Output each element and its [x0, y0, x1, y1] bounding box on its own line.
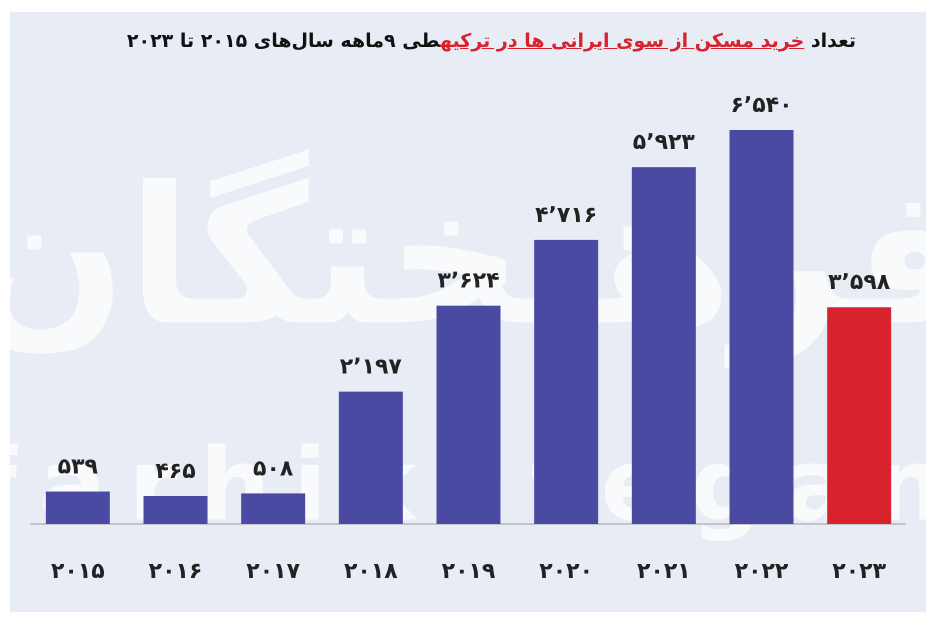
chart-title: تعداد خرید مسکن از سوی ایرانی ها در ترکی… — [127, 30, 856, 52]
bar — [45, 491, 110, 524]
x-tick-label: ۲۰۲۰ — [539, 559, 593, 584]
x-tick-label: ۲۰۱۸ — [344, 559, 398, 584]
value-label: ۵۰۸ — [253, 456, 294, 481]
bar — [534, 239, 599, 525]
bar — [143, 495, 208, 524]
value-label: ۵٬۹۲۳ — [633, 130, 696, 155]
x-tick-label: ۲۰۱۶ — [149, 559, 203, 584]
bar — [241, 493, 306, 524]
value-label: ۶٬۵۴۰ — [730, 93, 792, 118]
x-tick-label: ۲۰۲۱ — [637, 559, 691, 584]
x-tick-label: ۲۰۱۹ — [442, 559, 496, 584]
bar — [827, 307, 892, 524]
bar — [729, 130, 794, 524]
value-label: ۲٬۱۹۷ — [340, 355, 403, 380]
value-label: ۵۳۹ — [58, 455, 98, 480]
value-label: ۴۶۵ — [155, 459, 195, 484]
x-tick-label: ۲۰۲۲ — [735, 559, 789, 584]
x-tick-label: ۲۰۱۵ — [51, 559, 105, 584]
title-highlight: خرید مسکن از سوی ایرانی ها در ترکیه — [440, 30, 805, 52]
x-tick-label: ۲۰۲۳ — [832, 559, 886, 584]
bar — [631, 167, 696, 524]
bar — [338, 391, 403, 524]
value-label: ۴٬۷۱۶ — [535, 203, 597, 228]
title-part: طی ۹ماهه سال‌های ۲۰۱۵ تا ۲۰۲۳ — [126, 30, 440, 52]
value-label: ۳٬۵۹۸ — [828, 270, 891, 295]
x-tick-label: ۲۰۱۷ — [246, 559, 300, 584]
title-part: تعداد — [810, 30, 856, 52]
bar — [436, 305, 501, 524]
value-label: ۳٬۶۲۴ — [437, 269, 499, 294]
